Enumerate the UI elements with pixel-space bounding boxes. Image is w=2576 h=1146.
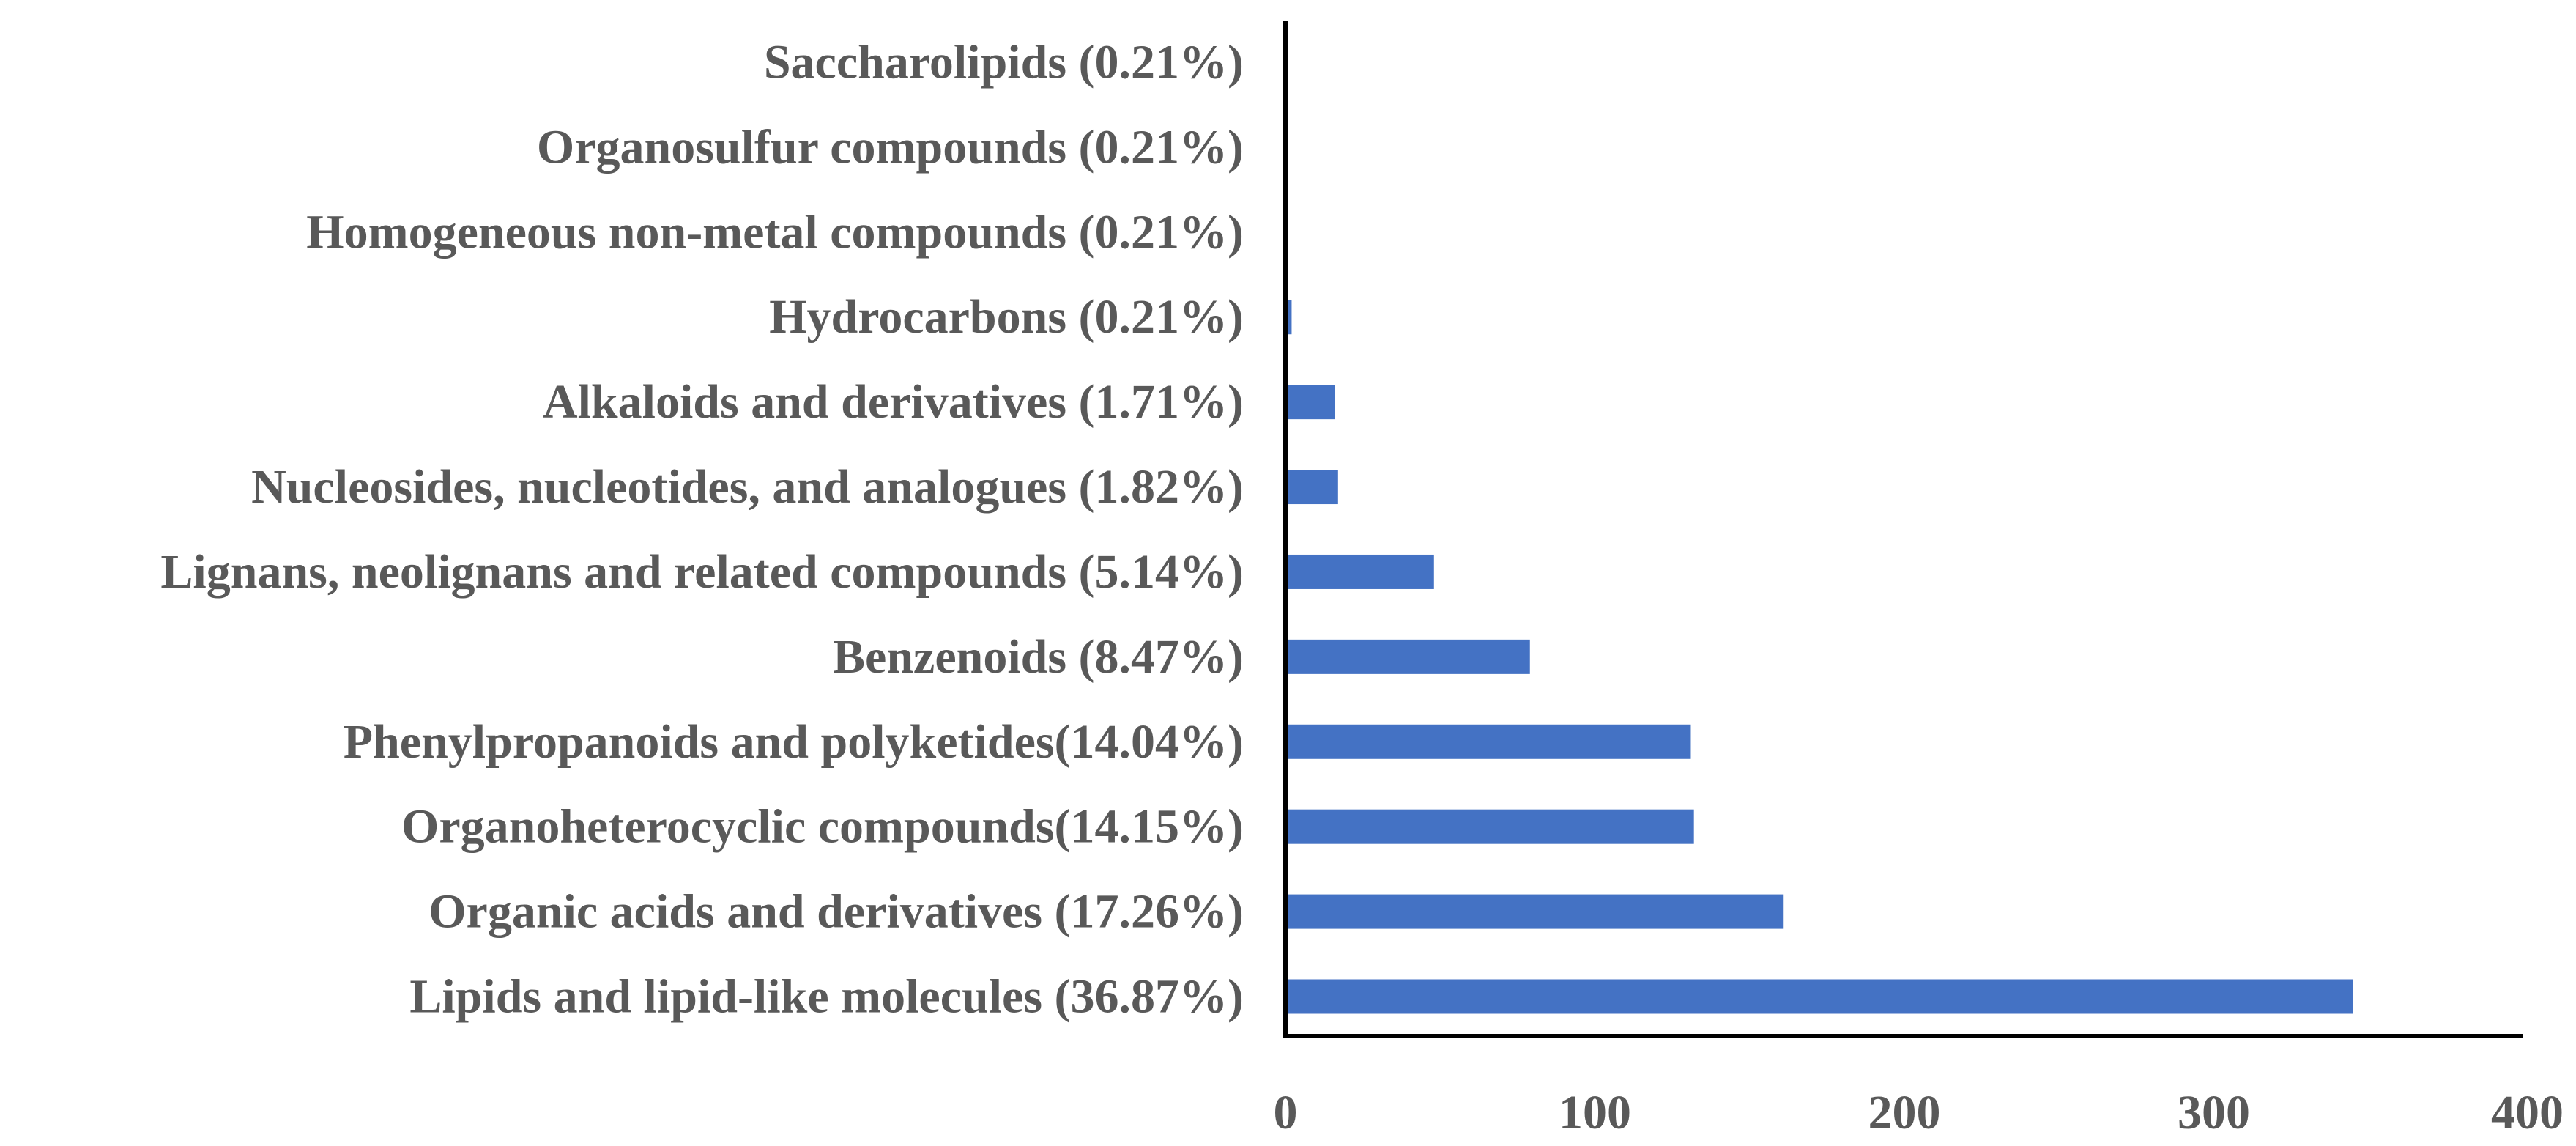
- bar: [1285, 385, 1335, 420]
- category-label: Organosulfur compounds (0.21%): [537, 120, 1244, 174]
- category-label: Lipids and lipid-like molecules (36.87%): [409, 970, 1244, 1024]
- bar: [1285, 894, 1784, 929]
- category-label: Nucleosides, nucleotides, and analogues …: [251, 460, 1244, 514]
- x-tick-label: 400: [2491, 1086, 2564, 1139]
- category-label: Benzenoids (8.47%): [833, 630, 1244, 684]
- category-label: Lignans, neolignans and related compound…: [160, 545, 1244, 599]
- category-label: Alkaloids and derivatives (1.71%): [543, 375, 1244, 429]
- bars-layer: [1285, 300, 2353, 1014]
- category-labels: Saccharolipids (0.21%) Organosulfur compo…: [160, 36, 1244, 1024]
- category-label: Homogeneous non-metal compounds (0.21%): [306, 205, 1244, 259]
- bar: [1285, 979, 2353, 1014]
- x-tick-label: 100: [1559, 1086, 1631, 1139]
- x-tick-label: 300: [2178, 1086, 2250, 1139]
- category-label: Organoheterocyclic compounds(14.15%): [401, 800, 1244, 854]
- bar: [1285, 554, 1434, 589]
- bar: [1285, 639, 1530, 674]
- x-tick-label: 0: [1274, 1086, 1298, 1139]
- x-tick-labels: 0 100 200 300 400: [1274, 1086, 2564, 1139]
- bar: [1285, 300, 1292, 335]
- x-tick-label: 200: [1868, 1086, 1941, 1139]
- category-label: Organic acids and derivatives (17.26%): [428, 885, 1244, 939]
- category-label: Phenylpropanoids and polyketides(14.04%): [344, 715, 1244, 769]
- bar: [1285, 809, 1694, 844]
- category-label: Saccharolipids (0.21%): [764, 36, 1244, 89]
- category-label: Hydrocarbons (0.21%): [769, 290, 1244, 344]
- bar: [1285, 470, 1338, 505]
- bar: [1285, 724, 1691, 759]
